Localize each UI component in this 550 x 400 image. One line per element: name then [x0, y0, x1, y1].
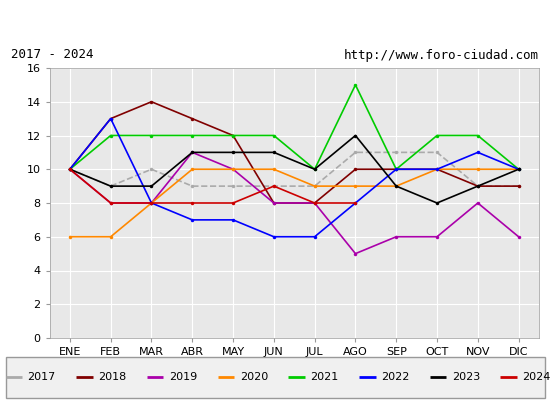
- FancyBboxPatch shape: [6, 357, 544, 398]
- Text: http://www.foro-ciudad.com: http://www.foro-ciudad.com: [344, 48, 539, 62]
- Text: 2017: 2017: [28, 372, 56, 382]
- Text: 2021: 2021: [310, 372, 339, 382]
- Text: 2022: 2022: [381, 372, 409, 382]
- Text: Evolucion del paro registrado en Casasbuenas: Evolucion del paro registrado en Casasbu…: [66, 12, 484, 30]
- Text: 2019: 2019: [169, 372, 197, 382]
- Text: 2023: 2023: [452, 372, 480, 382]
- Text: 2024: 2024: [522, 372, 550, 382]
- Text: 2017 - 2024: 2017 - 2024: [11, 48, 94, 62]
- Text: 2018: 2018: [98, 372, 127, 382]
- Text: 2020: 2020: [240, 372, 268, 382]
